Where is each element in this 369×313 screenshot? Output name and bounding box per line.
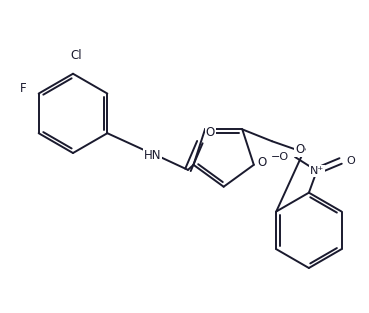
- Text: O: O: [346, 156, 355, 166]
- Text: HN: HN: [144, 148, 161, 162]
- Text: N⁺: N⁺: [310, 166, 324, 176]
- Text: F: F: [20, 82, 27, 95]
- Text: O: O: [258, 156, 267, 169]
- Text: O: O: [206, 126, 215, 139]
- Text: Cl: Cl: [70, 49, 82, 62]
- Text: O: O: [295, 143, 304, 156]
- Text: −O: −O: [271, 152, 289, 162]
